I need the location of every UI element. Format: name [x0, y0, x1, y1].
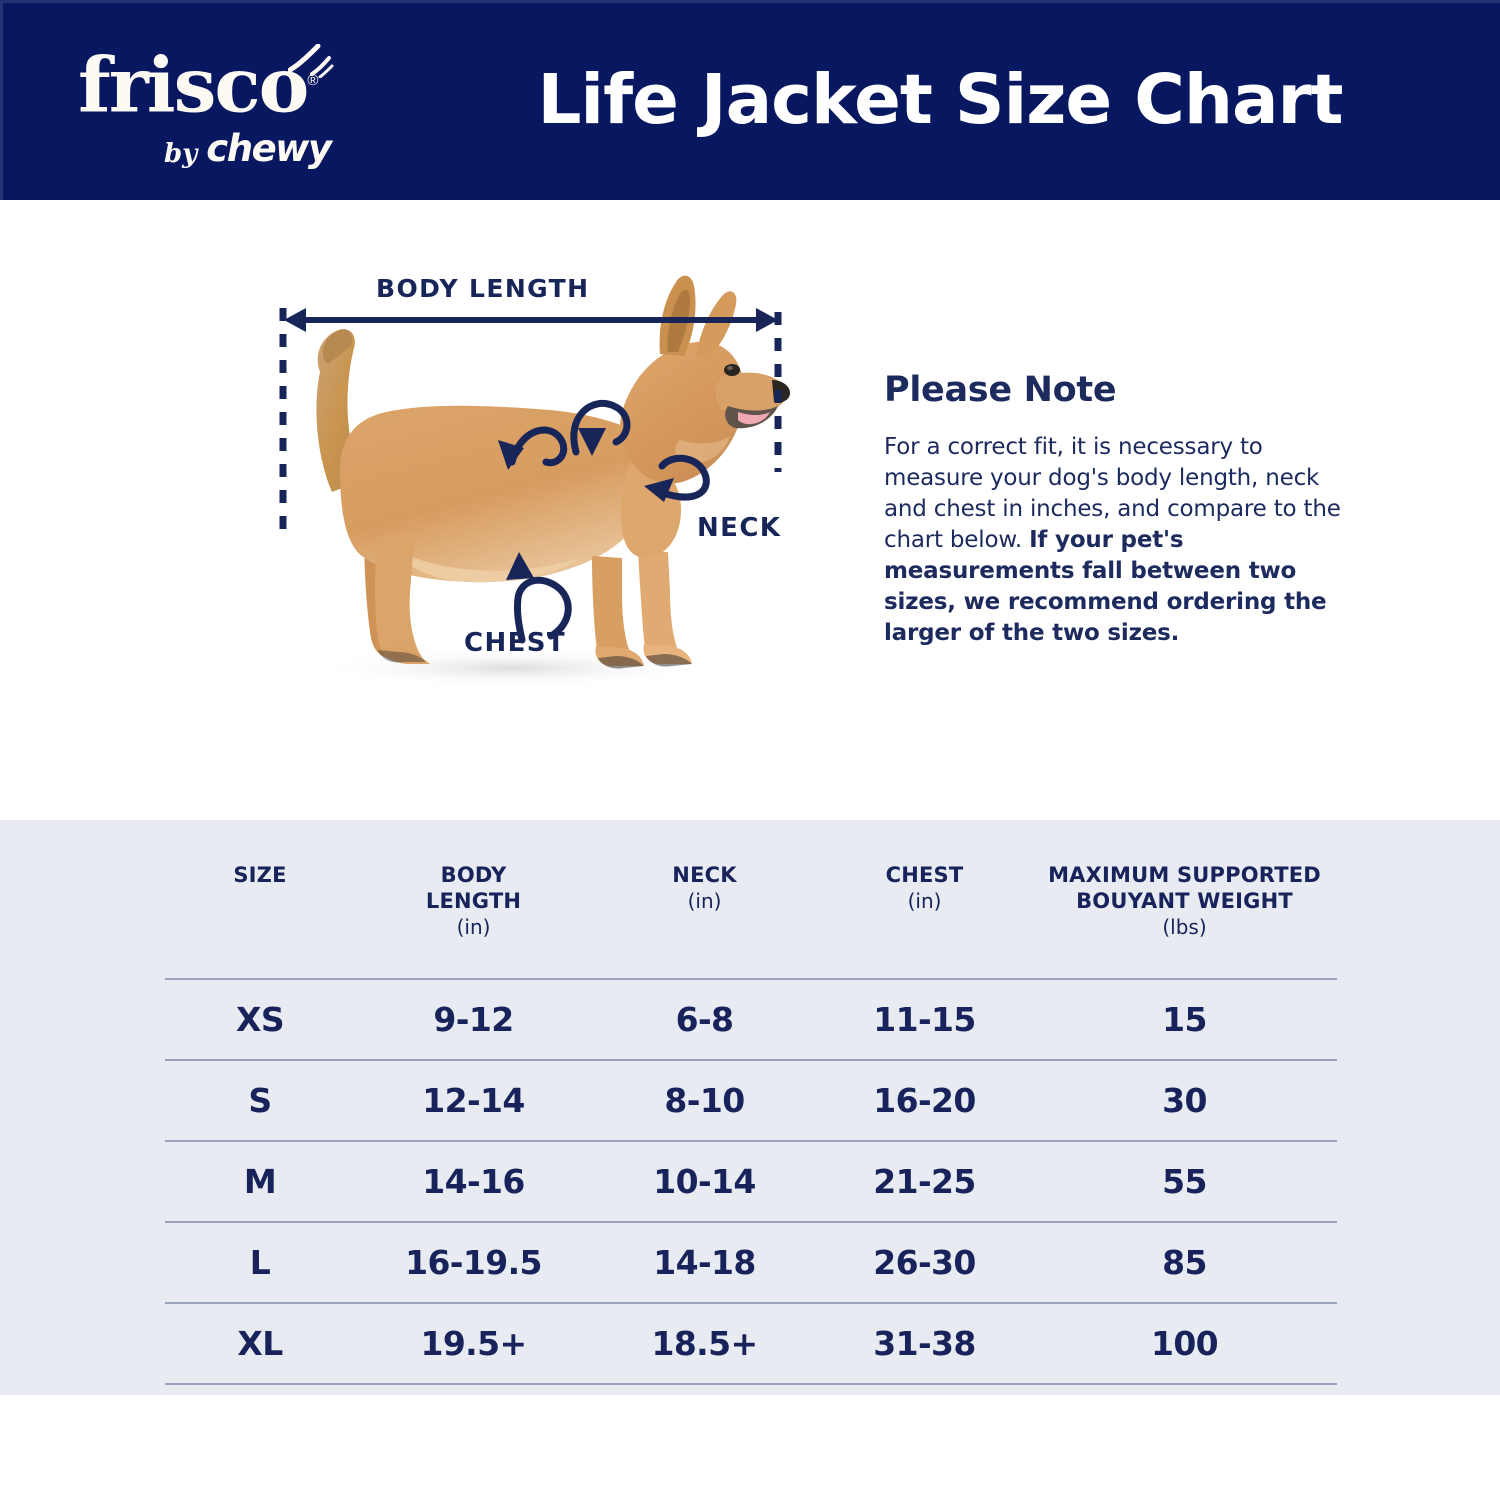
cell-body-length: 19.5+ — [355, 1303, 592, 1385]
column-header-body-length-l1: BODY — [440, 863, 507, 887]
column-header-weight-unit: (lbs) — [1162, 915, 1207, 939]
column-header-size: SIZE — [165, 840, 355, 980]
brand-by-text: by — [164, 139, 198, 169]
table-row: XL 19.5+ 18.5+ 31-38 100 — [165, 1303, 1337, 1385]
column-header-size-label: SIZE — [233, 863, 287, 887]
cell-weight: 100 — [1032, 1303, 1337, 1385]
registered-trademark-icon: ® — [307, 72, 319, 89]
table-row: S 12-14 8-10 16-20 30 — [165, 1060, 1337, 1142]
cell-body-length: 16-19.5 — [355, 1222, 592, 1304]
chest-label: CHEST — [464, 628, 567, 658]
cell-neck: 8-10 — [592, 1060, 817, 1142]
size-table: SIZE BODY LENGTH (in) NECK (in) CHEST (i… — [165, 840, 1337, 1385]
cell-chest: 26-30 — [817, 1222, 1032, 1304]
cell-chest: 31-38 — [817, 1303, 1032, 1385]
brand-word-text: frisco — [78, 40, 309, 130]
column-header-neck: NECK (in) — [592, 840, 817, 980]
header-bar: frisco® by chewy Life Jacket Size Chart — [0, 0, 1500, 200]
please-note-paragraph: For a correct fit, it is necessary to me… — [884, 434, 1341, 553]
cell-chest: 16-20 — [817, 1060, 1032, 1142]
column-header-body-length-unit: (in) — [456, 915, 491, 939]
cell-weight: 15 — [1032, 979, 1337, 1061]
cell-weight: 55 — [1032, 1141, 1337, 1223]
cell-body-length: 9-12 — [355, 979, 592, 1061]
page-title: Life Jacket Size Chart — [537, 60, 1343, 140]
cell-chest: 11-15 — [817, 979, 1032, 1061]
chewy-wordmark: chewy — [206, 127, 332, 170]
swoosh-icon — [288, 44, 334, 78]
cell-size: XL — [165, 1303, 355, 1385]
column-header-chest-unit: (in) — [907, 889, 942, 913]
cell-size: XS — [165, 979, 355, 1061]
column-header-body-length: BODY LENGTH (in) — [355, 840, 592, 980]
neck-label: NECK — [697, 513, 782, 543]
please-note-block: Please Note For a correct fit, it is nec… — [884, 370, 1354, 649]
cell-neck: 18.5+ — [592, 1303, 817, 1385]
cell-size: L — [165, 1222, 355, 1304]
cell-neck: 6-8 — [592, 979, 817, 1061]
cell-weight: 30 — [1032, 1060, 1337, 1142]
size-table-panel: SIZE BODY LENGTH (in) NECK (in) CHEST (i… — [0, 820, 1500, 1395]
table-row: XS 9-12 6-8 11-15 15 — [165, 979, 1337, 1061]
column-header-neck-unit: (in) — [687, 889, 722, 913]
frisco-by-chewy-logo: frisco® by chewy — [78, 38, 388, 170]
column-header-weight-l2: BOUYANT WEIGHT — [1076, 889, 1293, 913]
cell-size: S — [165, 1060, 355, 1142]
column-header-chest-label: CHEST — [885, 863, 964, 887]
please-note-body: For a correct fit, it is necessary to me… — [884, 432, 1354, 649]
column-header-body-length-l2: LENGTH — [425, 889, 522, 913]
column-header-neck-label: NECK — [672, 863, 737, 887]
column-header-weight-l1: MAXIMUM SUPPORTED — [1048, 863, 1321, 887]
table-header-row: SIZE BODY LENGTH (in) NECK (in) CHEST (i… — [165, 840, 1337, 980]
table-row: M 14-16 10-14 21-25 55 — [165, 1141, 1337, 1223]
brand-byline: by chewy — [164, 127, 332, 170]
please-note-title: Please Note — [884, 370, 1117, 410]
cell-body-length: 12-14 — [355, 1060, 592, 1142]
body-length-label: BODY LENGTH — [376, 274, 590, 303]
column-header-chest: CHEST (in) — [817, 840, 1032, 980]
please-note-emphasis: If your pet's measurements fall between … — [884, 527, 1327, 646]
cell-size: M — [165, 1141, 355, 1223]
measurement-illustration: BODY LENGTH NECK CHEST Please Note For a… — [0, 200, 1500, 820]
cell-neck: 10-14 — [592, 1141, 817, 1223]
column-header-weight: MAXIMUM SUPPORTED BOUYANT WEIGHT (lbs) — [1032, 840, 1337, 980]
table-row: L 16-19.5 14-18 26-30 85 — [165, 1222, 1337, 1304]
size-table-body: XS 9-12 6-8 11-15 15 S 12-14 8-10 16-20 30 M 14-16 1… — [165, 979, 1337, 1385]
cell-body-length: 14-16 — [355, 1141, 592, 1223]
cell-weight: 85 — [1032, 1222, 1337, 1304]
cell-neck: 14-18 — [592, 1222, 817, 1304]
brand-wordmark: frisco® — [78, 38, 334, 130]
cell-chest: 21-25 — [817, 1141, 1032, 1223]
